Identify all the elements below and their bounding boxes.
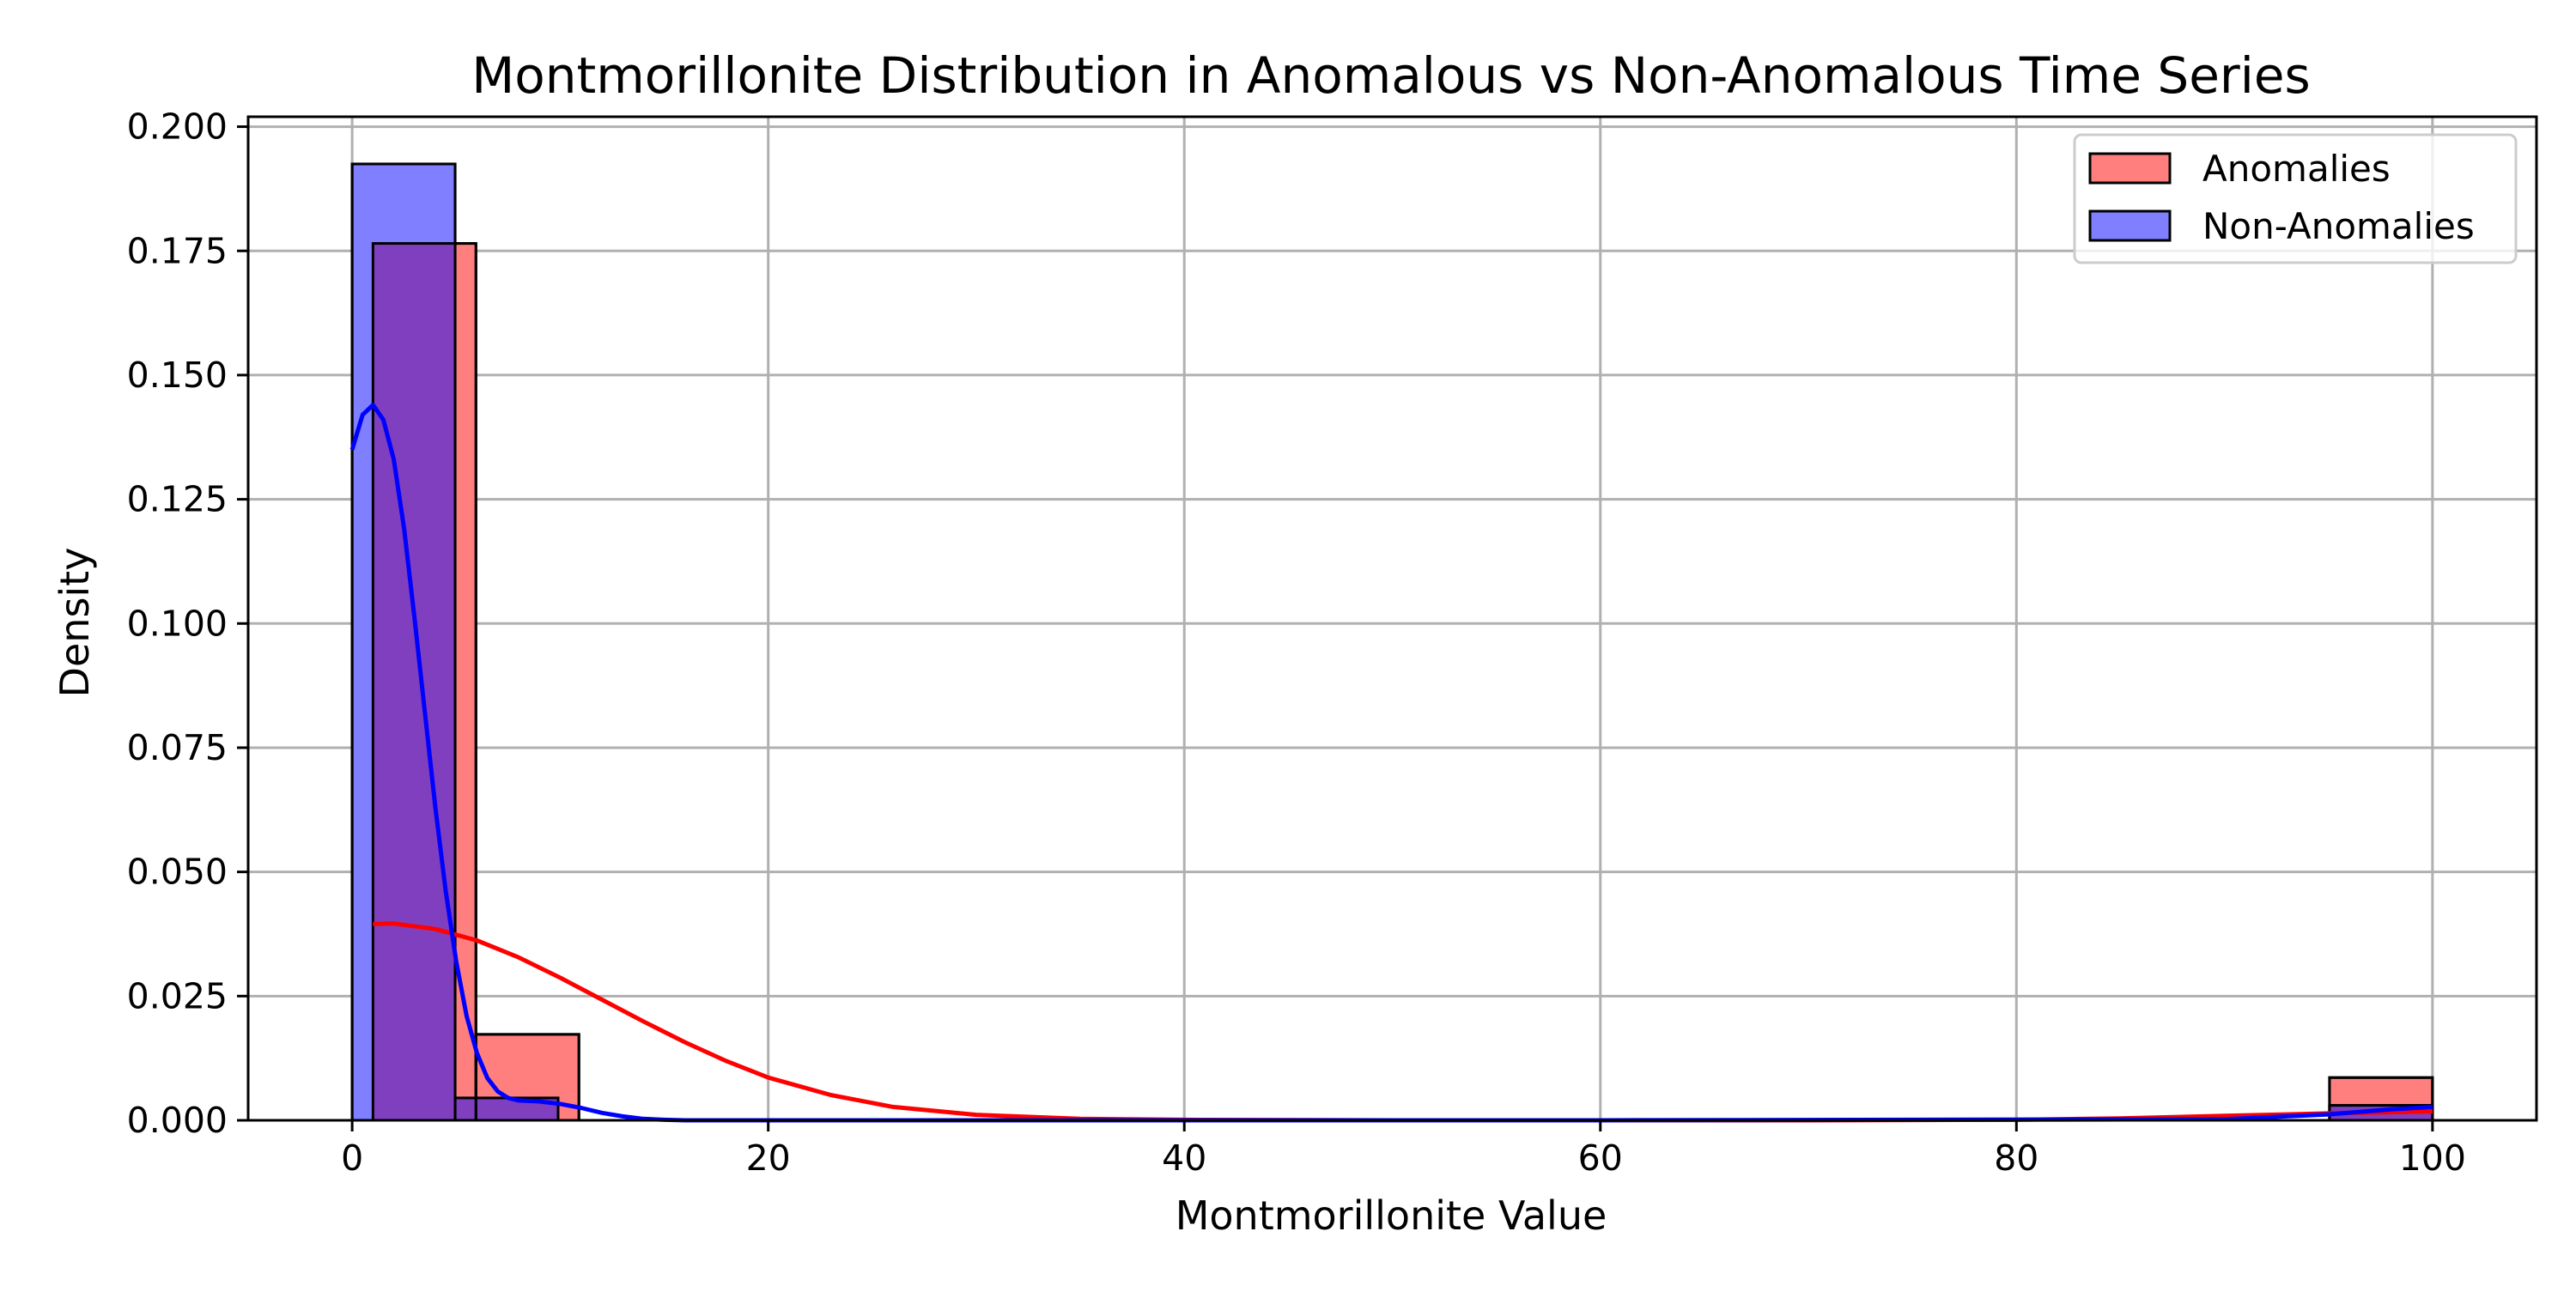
grid bbox=[248, 117, 2537, 1122]
y-tick-label: 0.200 bbox=[127, 106, 228, 148]
y-tick-label: 0.000 bbox=[127, 1100, 228, 1141]
histogram-bars bbox=[350, 162, 2434, 1122]
axis-ticks: 0 20 40 60 80 100 0.000 0.025 0.050 0.075 0.100 0.1… bbox=[127, 106, 2466, 1179]
legend-swatch-non-anomalies bbox=[2088, 209, 2172, 242]
overlap-region bbox=[455, 1097, 477, 1120]
x-tick-label: 20 bbox=[746, 1137, 791, 1179]
y-tick-label: 0.025 bbox=[127, 975, 228, 1016]
y-tick-label: 0.100 bbox=[127, 603, 228, 644]
x-tick-label: 0 bbox=[341, 1137, 363, 1179]
x-tick-label: 100 bbox=[2399, 1137, 2466, 1179]
overlap-region bbox=[373, 243, 456, 1120]
y-axis-label: Density bbox=[52, 548, 98, 698]
legend-frame bbox=[2073, 133, 2518, 264]
y-tick-label: 0.175 bbox=[127, 230, 228, 271]
x-axis-label: Montmorillonite Value bbox=[1176, 1192, 1607, 1239]
y-tick-label: 0.150 bbox=[127, 355, 228, 396]
y-tick-label: 0.050 bbox=[127, 852, 228, 893]
legend-label-anomalies: Anomalies bbox=[2202, 148, 2391, 190]
y-tick-label: 0.125 bbox=[127, 479, 228, 520]
legend-label-non-anomalies: Non-Anomalies bbox=[2202, 205, 2475, 247]
legend-swatch-anomalies bbox=[2088, 152, 2172, 185]
chart-title: Montmorillonite Distribution in Anomalou… bbox=[471, 46, 2311, 105]
legend: Anomalies Non-Anomalies bbox=[2073, 133, 2518, 264]
x-tick-label: 40 bbox=[1162, 1137, 1206, 1179]
y-tick-label: 0.075 bbox=[127, 727, 228, 768]
x-tick-label: 80 bbox=[1994, 1137, 2038, 1179]
plot-frame bbox=[246, 115, 2538, 1122]
x-tick-label: 60 bbox=[1578, 1137, 1623, 1179]
